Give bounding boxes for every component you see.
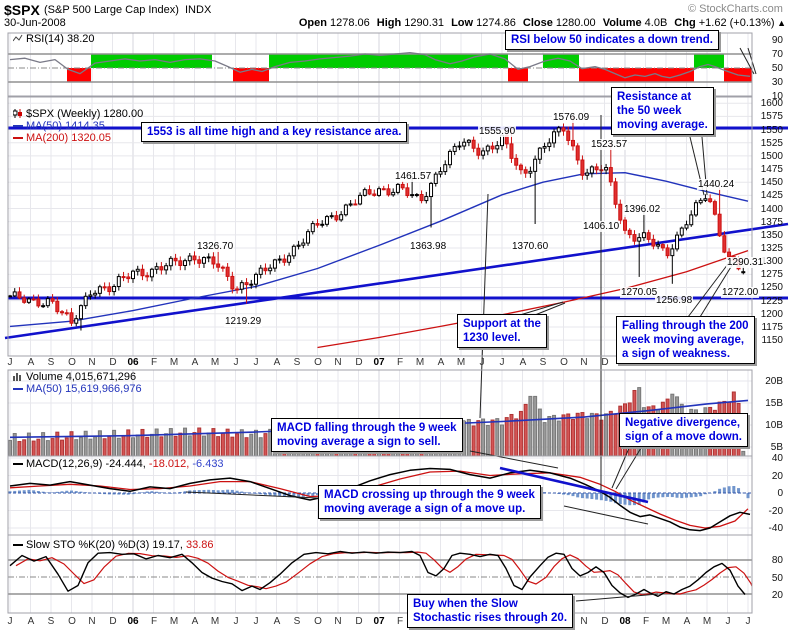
chart-canvas (4, 32, 789, 614)
stockcharts-weekly-chart: $SPX (S&P 500 Large Cap Index) INDX © St… (4, 2, 789, 628)
